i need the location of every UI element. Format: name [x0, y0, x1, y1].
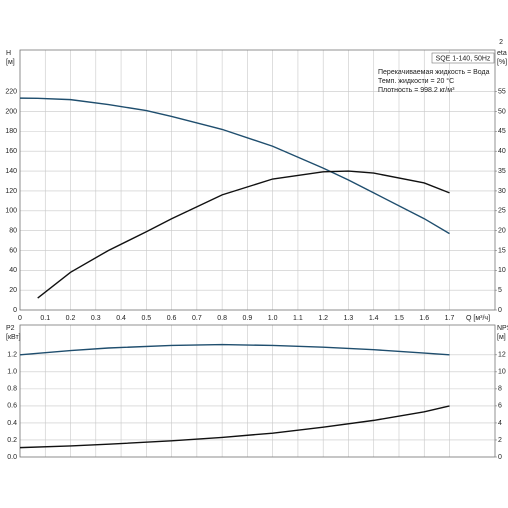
y2-tick-label: 20	[498, 227, 506, 234]
y2-tick-label: 5	[498, 287, 502, 294]
x-tick-label: 0.6	[167, 315, 177, 322]
x-tick-label: 0.8	[217, 315, 227, 322]
plot-frame	[19, 49, 496, 311]
plot-frame	[19, 324, 496, 458]
y-tick-label: 0.0	[7, 454, 17, 461]
x-tick-label: 0	[18, 315, 22, 322]
y-tick-label: 0.2	[7, 437, 17, 444]
x-tick-label: 0.5	[141, 315, 151, 322]
x-tick-label: 1.3	[344, 315, 354, 322]
x-axis-label: Q [м³/ч]	[466, 315, 490, 322]
y2-tick-label: 6	[498, 403, 502, 410]
y2-axis-label: eta	[497, 50, 507, 57]
curve	[19, 97, 450, 235]
y-tick-label: 100	[5, 208, 17, 215]
y2-tick-label: 2	[498, 437, 502, 444]
x-tick-label: 1.4	[369, 315, 379, 322]
y-tick-label: 220	[5, 89, 17, 96]
y-tick-label: 20	[9, 287, 17, 294]
y2-axis-unit: [%]	[497, 59, 507, 66]
curve	[19, 405, 450, 449]
annotation: Плотность = 998.2 кг/м³	[378, 87, 455, 94]
y2-tick-label: 10	[498, 267, 506, 274]
x-tick-label: 0.7	[192, 315, 202, 322]
y-tick-label: 0.8	[7, 386, 17, 393]
y-tick-label: 60	[9, 247, 17, 254]
x-tick-label: 0.4	[116, 315, 126, 322]
y2-tick-label: 0	[498, 307, 502, 314]
curve	[19, 343, 450, 356]
y-tick-label: 140	[5, 168, 17, 175]
y2-tick-label: 40	[498, 148, 506, 155]
y2-axis-unit: [м]	[497, 334, 506, 341]
y2-axis-label: NPSH	[497, 325, 508, 332]
y2-tick-label: 25	[498, 208, 506, 215]
x-tick-label: 0.2	[66, 315, 76, 322]
x-tick-label: 0.1	[40, 315, 50, 322]
y2-tick-label: 8	[498, 386, 502, 393]
x-tick-label: 0.3	[91, 315, 101, 322]
y2-tick-label: 30	[498, 188, 506, 195]
y2-tick-label: 4	[498, 420, 502, 427]
x-tick-label: 1.6	[419, 315, 429, 322]
y-tick-label: 80	[9, 227, 17, 234]
x-tick-label: 1.2	[318, 315, 328, 322]
y-axis-unit: [м]	[6, 59, 15, 66]
y-tick-label: 0	[13, 307, 17, 314]
chart-title: SQE 1-140, 50Hz	[436, 55, 491, 62]
y-tick-label: 1.0	[7, 369, 17, 376]
y-tick-label: 0.6	[7, 403, 17, 410]
y2-tick-label: 0	[498, 454, 502, 461]
y-tick-label: 160	[5, 148, 17, 155]
x-tick-label: 1.1	[293, 315, 303, 322]
y2-tick-label: 12	[498, 352, 506, 359]
x-tick-label: 0.9	[243, 315, 253, 322]
y-tick-label: 200	[5, 108, 17, 115]
y-tick-label: 120	[5, 188, 17, 195]
y2-tick-label: 10	[498, 369, 506, 376]
y2-tick-label: 55	[498, 89, 506, 96]
curve	[37, 170, 450, 299]
y2-tick-label: 15	[498, 247, 506, 254]
x-tick-label: 1.7	[445, 315, 455, 322]
title-box	[431, 52, 495, 64]
y-axis-unit: [кВт]	[6, 334, 21, 341]
y-tick-label: 40	[9, 267, 17, 274]
y-tick-label: 1.2	[7, 352, 17, 359]
x-tick-label: 1.0	[268, 315, 278, 322]
y2-tick-label: 45	[498, 128, 506, 135]
annotation: Темп. жидкости = 20 °C	[378, 77, 454, 85]
y-tick-label: 0.4	[7, 420, 17, 427]
y2-tick-label: 50	[498, 108, 506, 115]
y-axis-label: H	[6, 50, 11, 57]
y-axis-label: P2	[6, 325, 15, 332]
y-tick-label: 180	[5, 128, 17, 135]
y2-tick-label: 35	[498, 168, 506, 175]
x-tick-label: 1.5	[394, 315, 404, 322]
annotation: Перекачиваемая жидкость = Вода	[378, 69, 490, 76]
page-number: 2	[499, 39, 503, 46]
